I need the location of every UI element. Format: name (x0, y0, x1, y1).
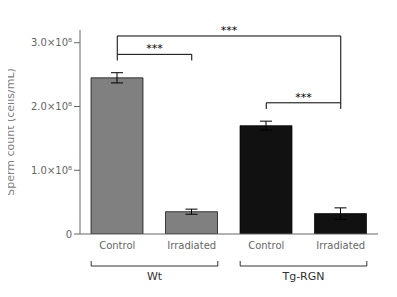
svg-text:***: *** (221, 24, 238, 37)
svg-text:Tg-RGN: Tg-RGN (281, 270, 324, 283)
svg-text:1.0×10⁸: 1.0×10⁸ (31, 165, 72, 176)
svg-text:3.0×10⁸: 3.0×10⁸ (31, 37, 72, 48)
svg-text:Irradiated: Irradiated (167, 240, 216, 251)
svg-text:2.0×10⁸: 2.0×10⁸ (31, 101, 72, 112)
svg-text:Control: Control (99, 240, 135, 251)
svg-text:Irradiated: Irradiated (316, 240, 365, 251)
svg-text:Control: Control (248, 240, 284, 251)
svg-text:Wt: Wt (147, 270, 163, 283)
svg-text:Sperm count (cells/mL): Sperm count (cells/mL) (8, 68, 17, 196)
svg-text:0: 0 (66, 229, 72, 240)
svg-text:***: *** (146, 42, 163, 55)
svg-text:***: *** (295, 91, 312, 104)
